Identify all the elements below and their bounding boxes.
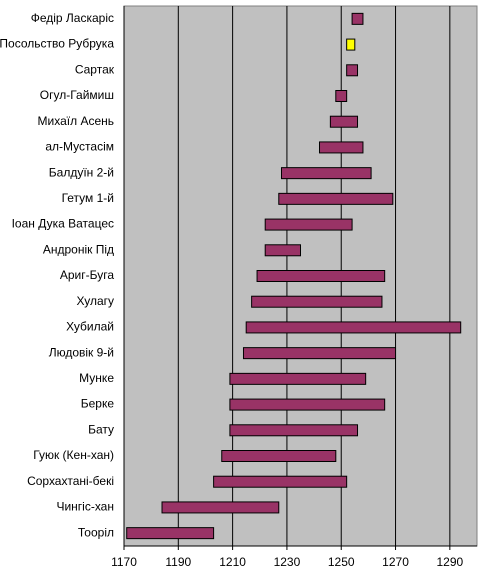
bar <box>280 167 372 180</box>
bar <box>229 424 359 437</box>
y-tick-label: Сартак <box>75 62 115 76</box>
y-tick-label: Чингіс-хан <box>56 500 114 514</box>
y-tick-label: ал-Мустасім <box>45 140 114 154</box>
x-tick-label: 1270 <box>382 555 409 569</box>
x-tick-label: 1190 <box>165 555 191 569</box>
y-tick-label: Федір Ласкаріс <box>31 11 114 25</box>
bar <box>278 192 394 205</box>
y-tick-label: Хубилай <box>66 320 114 334</box>
x-tick-label: 1290 <box>436 555 463 569</box>
x-tick-label: 1210 <box>219 555 246 569</box>
bar <box>242 347 397 360</box>
bar <box>256 270 386 282</box>
x-tick-label: 1170 <box>111 555 137 569</box>
y-tick-label: Михаїл Асень <box>38 114 114 128</box>
y-tick-label: Гуюк (Кен-хан) <box>33 448 114 462</box>
y-tick-label: Огул-Гаймиш <box>40 88 114 102</box>
bar <box>319 141 364 154</box>
y-tick-label: Ариг-Буга <box>60 268 114 282</box>
y-tick-label: Іоан Дука Ватацес <box>12 217 114 231</box>
y-tick-label: Бату <box>88 422 114 436</box>
bar <box>264 244 302 257</box>
bar <box>351 12 364 25</box>
y-tick-label: Людовік 9-й <box>49 345 114 359</box>
y-tick-label: Андронік Під <box>43 242 114 256</box>
bar <box>229 372 367 385</box>
bar <box>264 218 353 231</box>
y-tick-label: Балдуїн 2-й <box>49 165 114 179</box>
bar <box>161 501 280 514</box>
bar <box>329 115 359 128</box>
x-tick-label: 1230 <box>274 555 301 569</box>
x-tick-label: 1250 <box>328 555 355 569</box>
y-tick-label: Хулагу <box>76 294 114 308</box>
y-tick-label: Посольство Рубрука <box>0 37 114 51</box>
bar <box>251 295 383 308</box>
bar <box>213 475 348 488</box>
y-tick-label: Гетум 1-й <box>62 191 114 205</box>
y-tick-label: Тооріл <box>78 525 114 539</box>
bar <box>126 527 215 540</box>
bar <box>346 38 356 51</box>
y-tick-label: Мунке <box>79 371 114 385</box>
bar <box>335 90 348 102</box>
bar <box>221 450 337 462</box>
bar <box>346 64 359 77</box>
bar <box>245 321 462 334</box>
y-tick-label: Берке <box>81 397 115 411</box>
bar <box>229 398 386 411</box>
y-tick-label: Сорхахтані-бекі <box>27 474 114 488</box>
